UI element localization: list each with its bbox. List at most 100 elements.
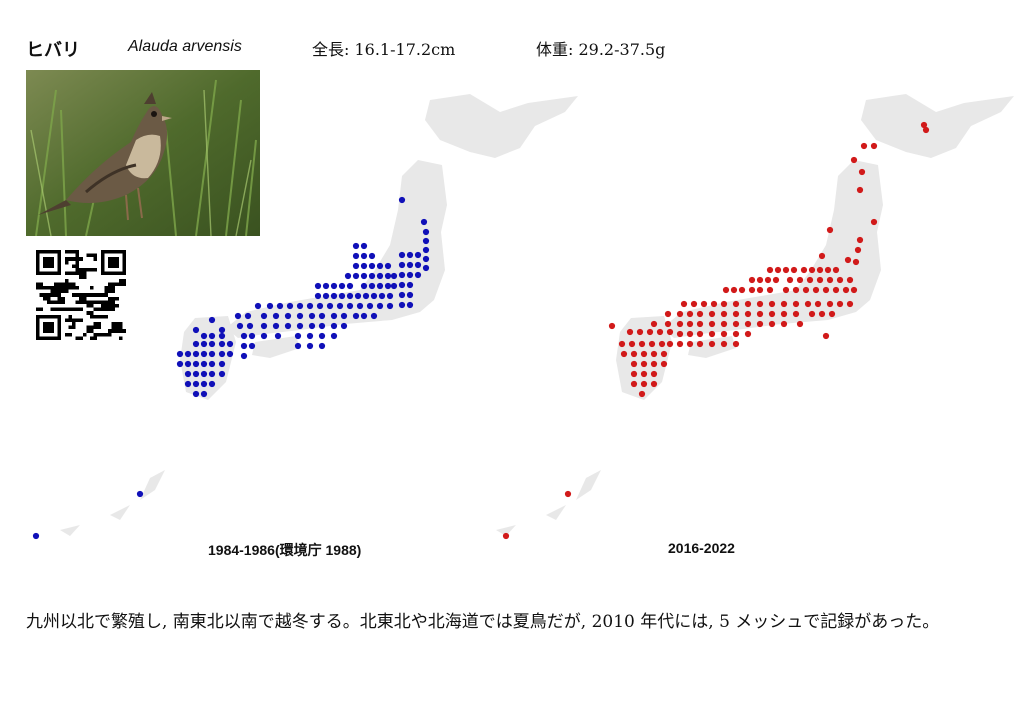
record-dot — [850, 156, 858, 164]
record-dot — [184, 380, 192, 388]
record-dot — [786, 276, 794, 284]
record-dot — [200, 380, 208, 388]
record-dot — [708, 340, 716, 348]
record-dot — [846, 276, 854, 284]
map-land-4 — [140, 470, 165, 500]
record-dot — [686, 320, 694, 328]
record-dot — [826, 276, 834, 284]
record-dot — [676, 340, 684, 348]
record-dot — [414, 271, 422, 279]
record-dot — [640, 350, 648, 358]
record-dot — [398, 251, 406, 259]
record-dot — [422, 246, 430, 254]
record-dot — [732, 320, 740, 328]
record-dot — [406, 261, 414, 269]
record-dot — [192, 326, 200, 334]
species-weight: 体重: 29.2-37.5g — [536, 40, 666, 59]
record-dot — [780, 300, 788, 308]
map-land-5 — [110, 505, 130, 520]
record-dot — [338, 282, 346, 290]
record-dot — [422, 228, 430, 236]
record-dot — [346, 292, 354, 300]
record-dot — [720, 330, 728, 338]
record-dot — [790, 266, 798, 274]
record-dot — [352, 272, 360, 280]
record-dot — [386, 302, 394, 310]
record-dot — [208, 370, 216, 378]
record-dot — [768, 300, 776, 308]
record-dot — [860, 142, 868, 150]
record-dot — [218, 350, 226, 358]
record-dot — [306, 302, 314, 310]
record-dot — [720, 300, 728, 308]
record-dot — [352, 312, 360, 320]
record-dot — [812, 286, 820, 294]
record-dot — [664, 310, 672, 318]
record-dot — [346, 282, 354, 290]
qr-code[interactable] — [36, 250, 126, 340]
record-dot — [732, 340, 740, 348]
record-dot — [200, 340, 208, 348]
record-dot — [870, 142, 878, 150]
record-dot — [690, 300, 698, 308]
record-dot — [666, 340, 674, 348]
record-dot — [246, 322, 254, 330]
record-dot — [370, 292, 378, 300]
map-land-0 — [861, 94, 1014, 158]
record-dot — [314, 282, 322, 290]
record-dot — [720, 310, 728, 318]
record-dot — [308, 322, 316, 330]
map-land-1 — [662, 160, 883, 338]
record-dot — [244, 312, 252, 320]
record-dot — [816, 266, 824, 274]
record-dot — [696, 320, 704, 328]
record-dot — [780, 310, 788, 318]
record-dot — [406, 291, 414, 299]
record-dot — [406, 301, 414, 309]
record-dot — [406, 271, 414, 279]
record-dot — [638, 340, 646, 348]
record-dot — [844, 256, 852, 264]
record-dot — [666, 328, 674, 336]
record-dot — [422, 264, 430, 272]
record-dot — [284, 312, 292, 320]
record-dot — [826, 226, 834, 234]
record-dot — [398, 271, 406, 279]
record-dot — [338, 292, 346, 300]
record-dot — [218, 332, 226, 340]
record-dot — [686, 340, 694, 348]
record-dot — [850, 286, 858, 294]
record-dot — [658, 340, 666, 348]
record-dot — [208, 350, 216, 358]
record-dot — [32, 532, 40, 540]
record-dot — [248, 332, 256, 340]
record-dot — [322, 292, 330, 300]
record-dot — [782, 286, 790, 294]
record-dot — [648, 340, 656, 348]
record-dot — [832, 266, 840, 274]
record-dot — [398, 301, 406, 309]
record-dot — [660, 360, 668, 368]
record-dot — [236, 322, 244, 330]
record-dot — [744, 300, 752, 308]
record-dot — [806, 276, 814, 284]
record-dot — [832, 286, 840, 294]
record-dot — [708, 330, 716, 338]
record-dot — [676, 330, 684, 338]
record-dot — [390, 282, 398, 290]
record-dot — [792, 310, 800, 318]
record-dot — [318, 322, 326, 330]
record-dot — [360, 312, 368, 320]
record-dot — [354, 292, 362, 300]
record-dot — [208, 340, 216, 348]
record-dot — [564, 490, 572, 498]
record-dot — [414, 251, 422, 259]
record-dot — [384, 272, 392, 280]
record-dot — [218, 326, 226, 334]
record-dot — [218, 340, 226, 348]
record-dot — [664, 320, 672, 328]
record-dot — [398, 281, 406, 289]
record-dot — [646, 328, 654, 336]
record-dot — [768, 320, 776, 328]
record-dot — [630, 360, 638, 368]
